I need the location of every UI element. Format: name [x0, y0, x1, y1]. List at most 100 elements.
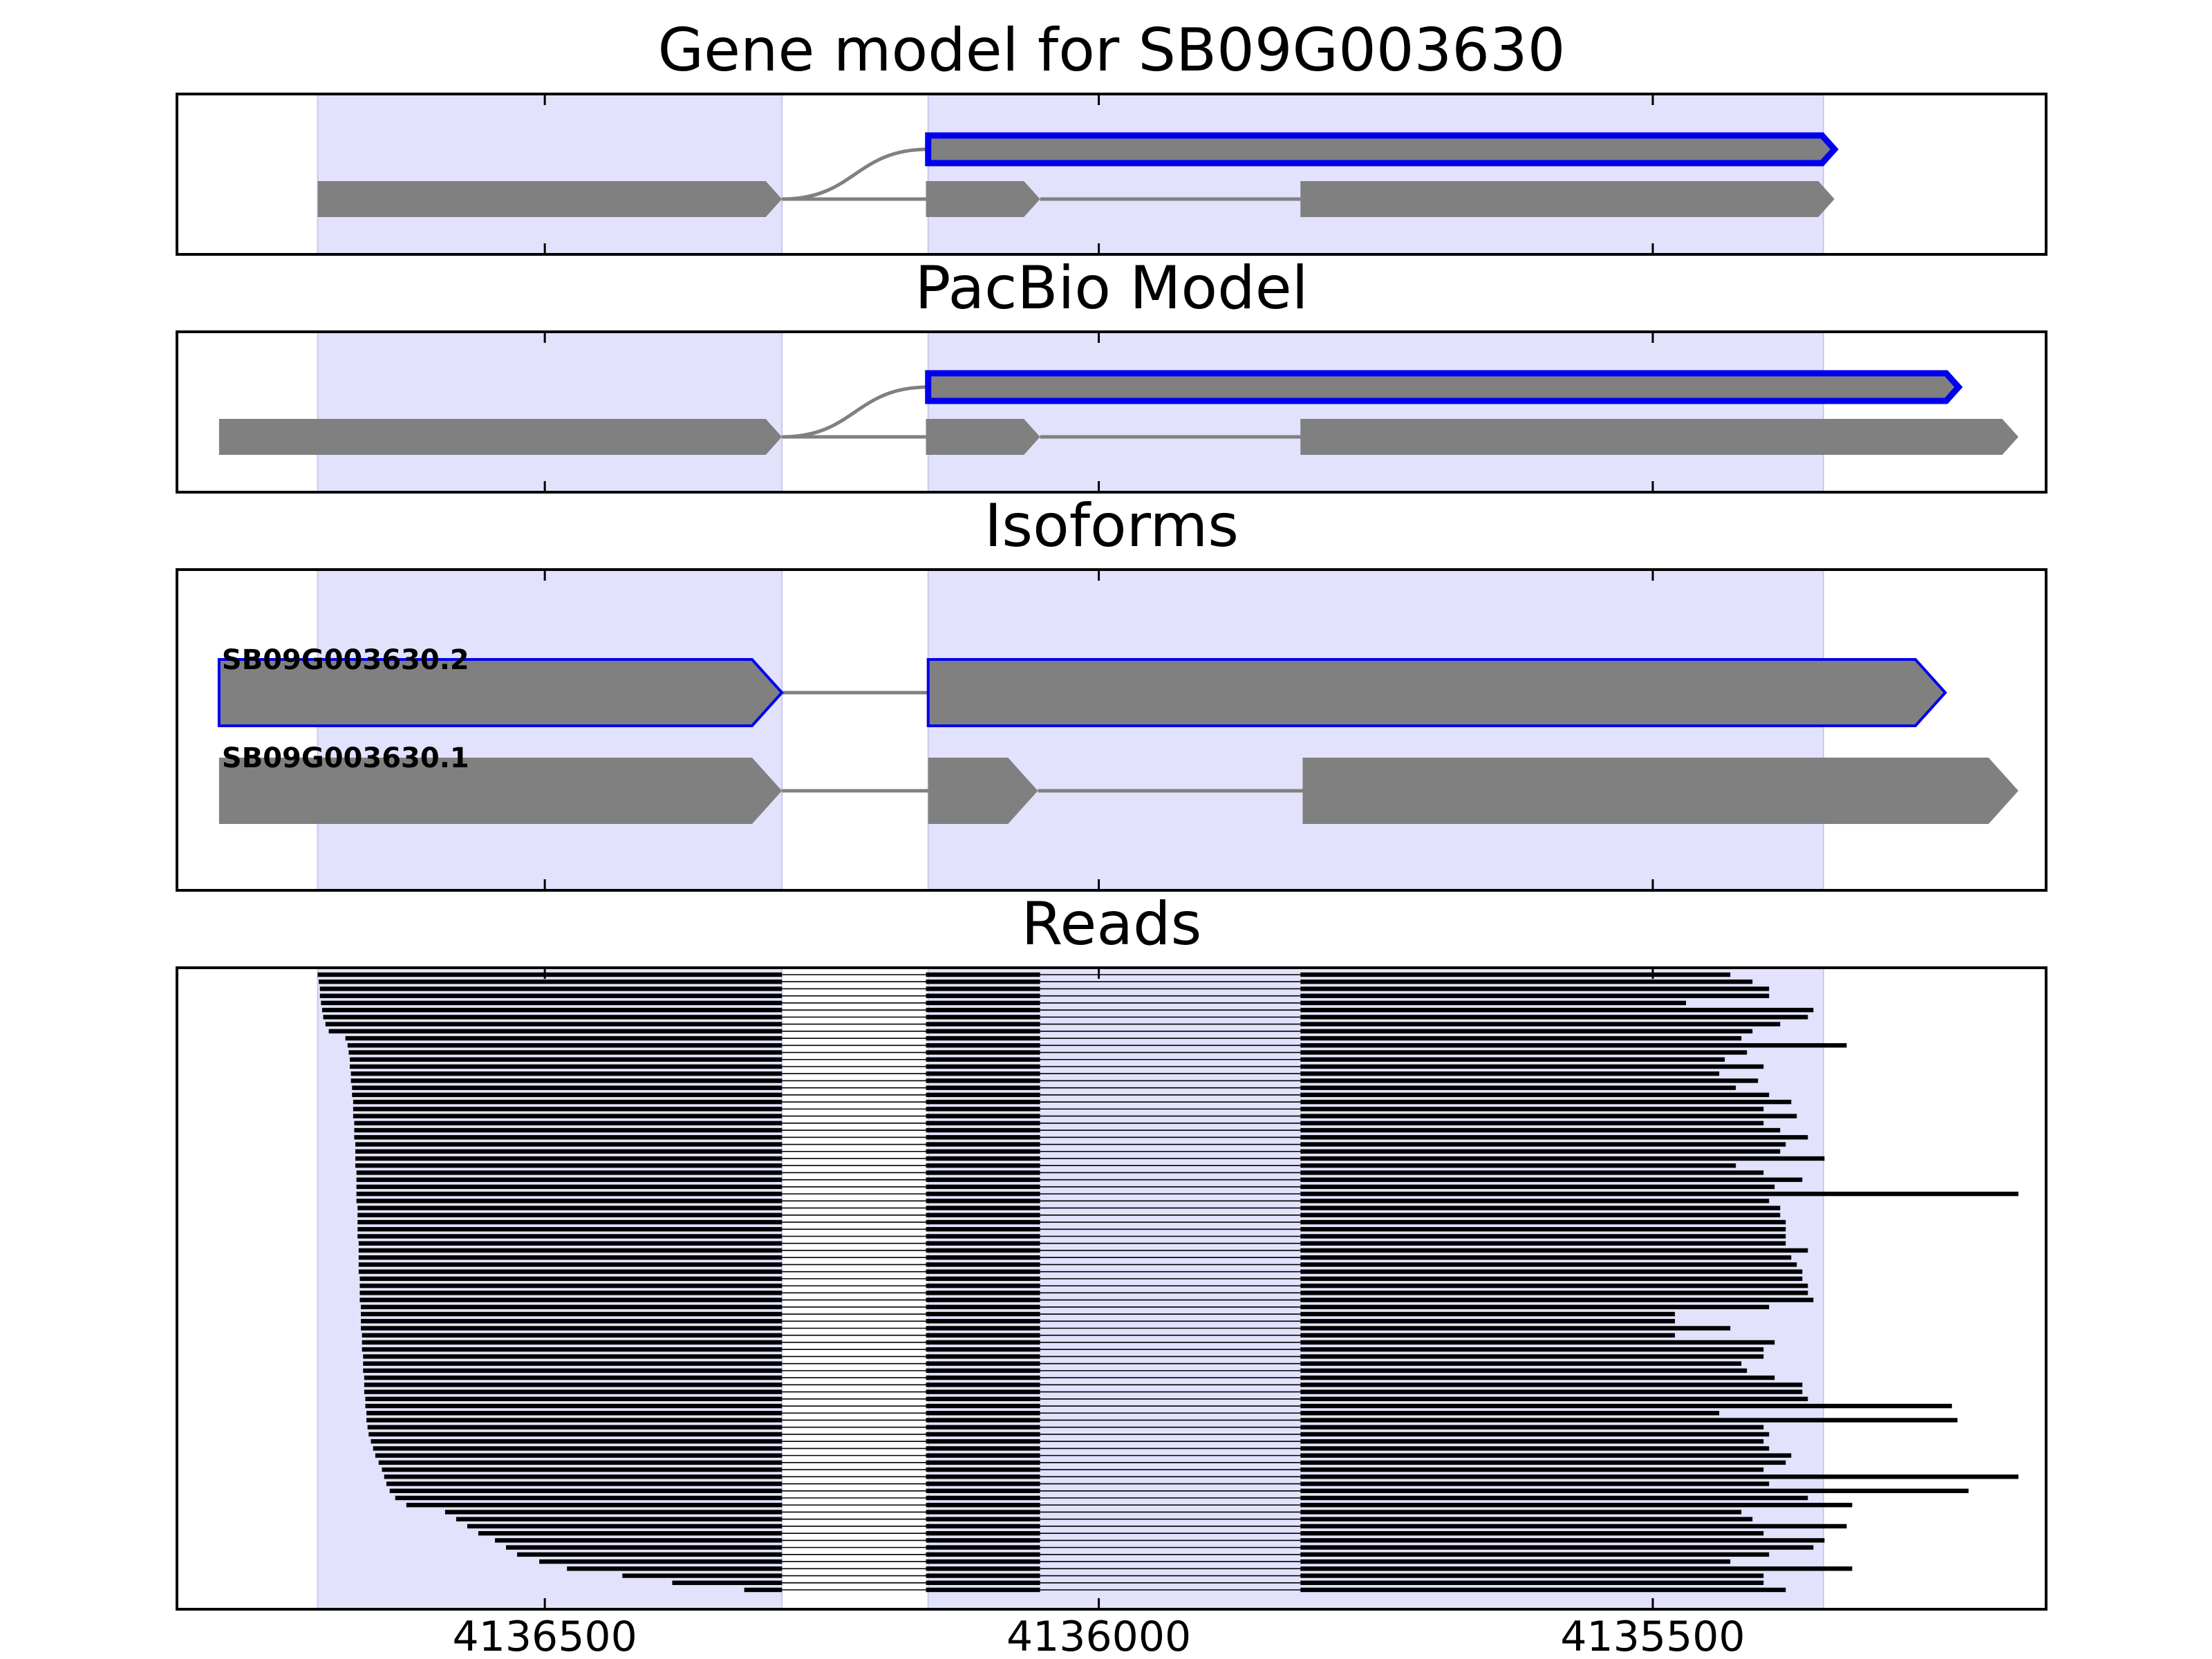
read-segment	[926, 1304, 1040, 1310]
read-segment	[926, 1163, 1040, 1168]
read-segment	[347, 1043, 782, 1048]
read-segment	[926, 1276, 1040, 1282]
splice-curve	[782, 147, 928, 201]
read-segment	[319, 993, 782, 998]
read-segment	[456, 1517, 782, 1521]
read-segment	[1300, 1375, 1775, 1380]
read-segment	[926, 980, 1040, 984]
read-segment	[357, 1206, 782, 1210]
read-segment	[926, 1411, 1040, 1416]
read-segment	[1300, 1481, 1770, 1486]
read-segment	[1300, 1163, 1736, 1168]
read-segment	[366, 1411, 782, 1416]
read-segment	[1300, 1573, 1764, 1578]
read-segment	[926, 1121, 1040, 1126]
read-segment	[1300, 1425, 1764, 1430]
read-segment	[1300, 1099, 1792, 1105]
read-segment	[1300, 1495, 1808, 1501]
read-segment	[371, 1438, 782, 1444]
read-segment	[1300, 1446, 1770, 1451]
read-segment	[362, 1340, 782, 1345]
read-segment	[353, 1107, 782, 1112]
highlighted-exon	[926, 658, 1947, 727]
panel-frame	[176, 568, 2047, 892]
read-segment	[926, 1177, 1040, 1182]
read-segment	[444, 1510, 782, 1515]
read-segment	[365, 1403, 782, 1409]
read-segment	[926, 1262, 1040, 1267]
exon	[218, 758, 782, 824]
read-segment	[926, 1035, 1040, 1041]
read-segment	[363, 1361, 782, 1366]
read-segment	[378, 1460, 782, 1465]
read-segment	[926, 1085, 1040, 1090]
read-segment	[1300, 993, 1770, 998]
read-segment	[350, 1078, 782, 1083]
read-segment	[926, 1340, 1040, 1345]
read-segment	[1300, 1135, 1808, 1140]
read-segment	[1300, 1488, 1969, 1493]
read-segment	[1300, 1262, 1797, 1267]
read-segment	[926, 1446, 1040, 1451]
read-segment	[926, 1015, 1040, 1020]
read-segment	[1300, 1071, 1720, 1076]
read-segment	[382, 1467, 782, 1472]
read-segment	[926, 1227, 1040, 1232]
read-segment	[384, 1474, 782, 1479]
read-segment	[467, 1524, 782, 1529]
highlighted-exon	[925, 370, 1963, 404]
read-segment	[350, 1071, 782, 1076]
read-segment	[926, 1403, 1040, 1409]
read-segment	[1300, 1057, 1725, 1062]
read-segment	[926, 1396, 1040, 1401]
read-segment	[1300, 1283, 1808, 1288]
read-segment	[1300, 1333, 1676, 1338]
read-segment	[506, 1545, 782, 1550]
read-segment	[354, 1127, 782, 1133]
read-segment	[355, 1156, 782, 1161]
read-segment	[926, 1029, 1040, 1034]
read-segment	[1300, 980, 1753, 984]
read-segment	[406, 1503, 782, 1508]
read-segment	[926, 1460, 1040, 1465]
read-segment	[1300, 1524, 1847, 1529]
read-segment	[323, 1015, 782, 1020]
read-segment	[926, 993, 1040, 998]
read-segment	[622, 1573, 782, 1578]
read-segment	[926, 1114, 1040, 1118]
read-segment	[363, 1354, 782, 1359]
read-segment	[1300, 1029, 1753, 1034]
read-segment	[926, 1488, 1040, 1493]
read-segment	[1300, 1460, 1786, 1465]
read-segment	[325, 1022, 782, 1027]
read-segment	[354, 1121, 782, 1126]
read-segment	[926, 1467, 1040, 1472]
read-segment	[1300, 1127, 1781, 1133]
read-segment	[319, 986, 782, 991]
read-segment	[926, 1156, 1040, 1161]
read-segment	[1300, 1503, 1853, 1508]
read-segment	[926, 1269, 1040, 1274]
read-segment	[926, 1000, 1040, 1006]
read-segment	[567, 1566, 782, 1571]
panel-frame	[176, 93, 2047, 256]
read-segment	[926, 1092, 1040, 1098]
read-segment	[357, 1219, 782, 1225]
read-segment	[1300, 1177, 1803, 1182]
read-segment	[926, 1199, 1040, 1203]
read-segment	[364, 1389, 782, 1394]
x-tick-label: 4136500	[453, 1613, 637, 1659]
read-segment	[926, 1149, 1040, 1154]
read-segment	[926, 1425, 1040, 1430]
read-segment	[1300, 1149, 1781, 1154]
read-segment	[926, 1368, 1040, 1374]
read-segment	[672, 1580, 782, 1585]
read-segment	[926, 1354, 1040, 1359]
shaded-region	[317, 331, 783, 493]
read-segment	[1300, 1432, 1770, 1437]
read-segment	[1300, 1015, 1808, 1020]
read-segment	[359, 1283, 782, 1288]
read-segment	[363, 1368, 782, 1374]
read-segment	[359, 1297, 782, 1302]
read-segment	[1300, 1170, 1764, 1175]
